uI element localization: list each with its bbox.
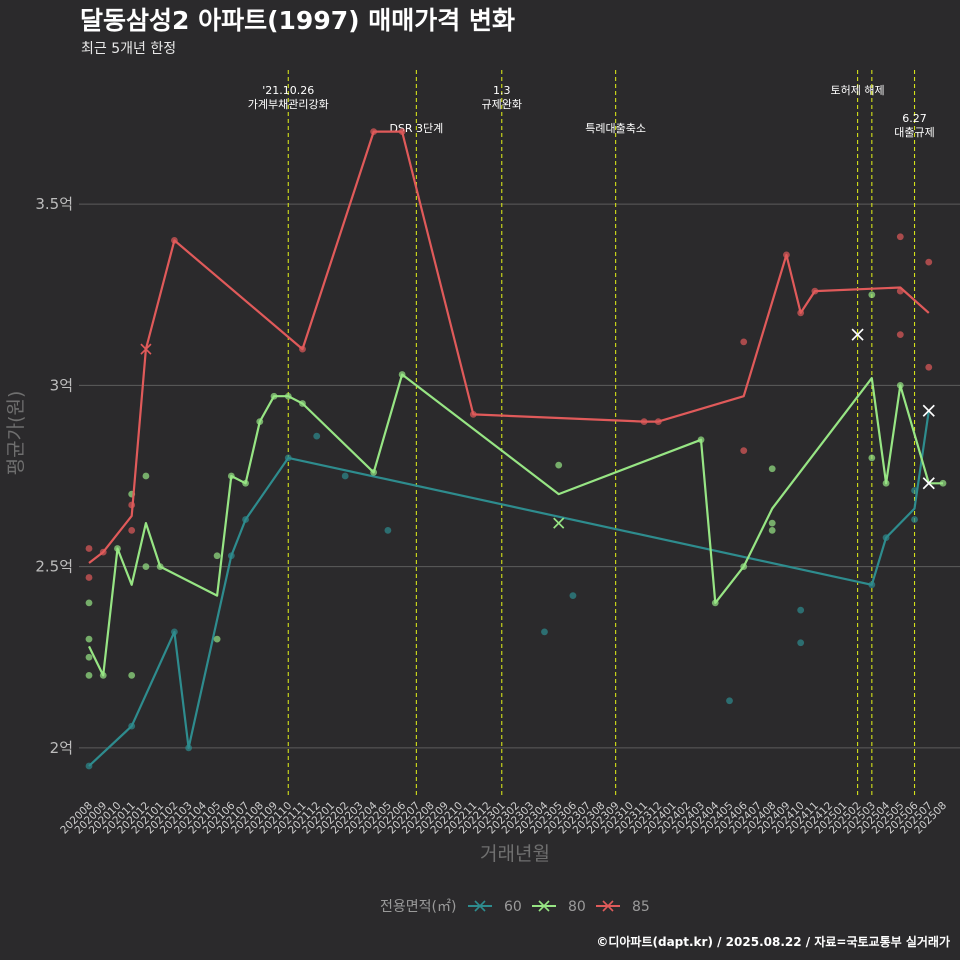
data-point	[925, 258, 933, 266]
series-line	[88, 410, 930, 767]
latest-marker	[922, 477, 935, 490]
event-label: 대출규제	[894, 126, 934, 139]
data-point	[85, 671, 93, 679]
legend-label: 80	[568, 899, 586, 915]
event-label: 규제완화	[482, 98, 522, 111]
data-point	[128, 671, 136, 679]
data-point	[142, 472, 150, 480]
series-marker	[140, 343, 152, 355]
grid-lines	[79, 203, 960, 749]
data-point	[85, 635, 93, 643]
data-point	[341, 472, 349, 480]
y-tick-label: 3억	[50, 376, 73, 394]
data-point	[555, 461, 563, 469]
data-point	[868, 454, 876, 462]
series-85	[85, 128, 933, 581]
legend-title: 전용면적(㎡)	[380, 899, 456, 915]
x-axis-ticks: 2020082020092020102020112020122021012021…	[58, 799, 949, 836]
series-layer	[85, 128, 947, 770]
legend-swatch-marker	[602, 900, 614, 912]
legend-swatch-marker	[538, 900, 550, 912]
event-label: 가계부채관리강화	[248, 98, 329, 111]
x-axis-title: 거래년월	[480, 843, 550, 865]
series-marker	[553, 517, 565, 529]
series-80	[85, 291, 947, 679]
legend-label: 85	[632, 899, 650, 915]
data-point	[797, 606, 805, 614]
y-tick-label: 2.5억	[35, 558, 73, 576]
legend-label: 60	[504, 899, 522, 915]
data-point	[868, 291, 876, 299]
data-point	[797, 639, 805, 647]
data-point	[740, 338, 748, 346]
series-line	[88, 130, 930, 564]
data-point	[213, 635, 221, 643]
data-point	[85, 574, 93, 581]
data-point	[128, 526, 136, 534]
data-point	[85, 599, 93, 607]
legend-item-60: 60	[468, 899, 522, 915]
y-tick-label: 2억	[50, 739, 73, 757]
data-point	[541, 628, 548, 636]
y-axis-ticks: 2억 2.5억 3억 3.5억	[35, 195, 73, 757]
chart-subtitle: 최근 5개년 한정	[81, 41, 176, 57]
data-point	[768, 465, 776, 473]
data-point	[740, 447, 748, 455]
data-point	[768, 519, 776, 527]
data-point	[85, 545, 93, 552]
data-point	[569, 592, 577, 600]
data-point	[142, 563, 150, 571]
legend: 전용면적(㎡) 60 80 85	[380, 899, 650, 915]
event-label: 1.3	[493, 84, 511, 97]
y-axis-title: 평균가(원)	[5, 391, 27, 476]
y-tick-label: 3.5억	[35, 195, 73, 213]
latest-marker	[922, 404, 935, 417]
event-label: DSR 3단계	[389, 122, 443, 135]
data-point	[384, 526, 392, 534]
legend-item-80: 80	[532, 899, 586, 915]
data-point	[925, 363, 933, 371]
data-point	[896, 233, 904, 241]
data-point	[313, 432, 321, 440]
data-point	[768, 526, 776, 534]
series-line	[88, 373, 943, 677]
caption: ©디아파트(dapt.kr) / 2025.08.22 / 자료=국토교통부 실…	[596, 934, 950, 949]
data-point	[911, 516, 918, 523]
data-point	[896, 331, 904, 339]
data-point	[213, 552, 221, 560]
data-point	[726, 697, 733, 705]
event-label: 특례대출축소	[585, 122, 646, 135]
legend-swatch-marker	[474, 900, 486, 912]
event-label: 토허제 해제	[831, 83, 885, 97]
data-point	[85, 653, 93, 661]
latest-marker	[851, 328, 864, 341]
event-label: 6.27	[902, 112, 927, 125]
legend-item-85: 85	[596, 899, 650, 915]
chart-title: 달동삼성2 아파트(1997) 매매가격 변화	[80, 6, 515, 35]
event-label: '21.10.26	[262, 84, 314, 97]
series-60	[85, 404, 935, 770]
